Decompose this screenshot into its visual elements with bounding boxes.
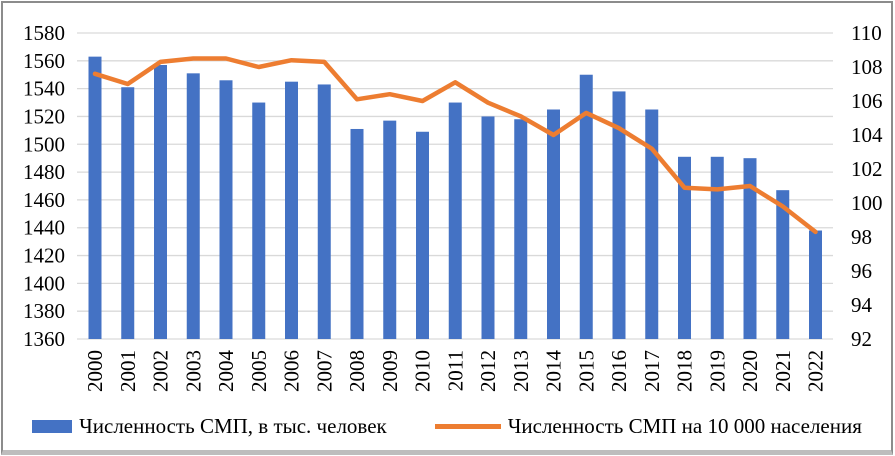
left-axis-tick-label: 1500 <box>23 132 65 156</box>
bar-2009 <box>383 120 397 339</box>
left-axis-tick-label: 1560 <box>23 49 65 73</box>
left-axis-tick-label: 1520 <box>23 104 65 128</box>
bar-2007 <box>317 84 331 339</box>
x-axis-label-2011: 2011 <box>443 350 467 391</box>
right-axis-tick-label: 106 <box>851 89 883 113</box>
x-axis-label-2002: 2002 <box>149 350 173 392</box>
right-axis-tick-label: 102 <box>851 157 883 181</box>
x-axis-label-2008: 2008 <box>345 350 369 392</box>
x-axis-label-2006: 2006 <box>280 350 304 392</box>
bar-series <box>88 56 822 340</box>
x-axis-label-2019: 2019 <box>705 350 729 392</box>
left-axis-tick-label: 1360 <box>23 327 65 351</box>
bar-2019 <box>710 156 724 339</box>
left-axis-tick-label: 1440 <box>23 216 65 240</box>
bar-2016 <box>612 91 626 339</box>
x-axis-labels: 2000 2001 2002 2003 2004 2005 2006 2007 2008 2009… <box>83 350 828 393</box>
left-axis-tick-label: 1480 <box>23 160 65 184</box>
bar-2002 <box>154 64 167 339</box>
left-axis-tick-label: 1420 <box>23 244 65 268</box>
bar-2014 <box>547 109 560 339</box>
bar-2013 <box>514 119 528 340</box>
bar-2017 <box>645 109 659 339</box>
x-axis-label-2017: 2017 <box>640 350 664 392</box>
right-axis-tick-label: 104 <box>851 123 883 147</box>
x-axis-label-2022: 2022 <box>804 350 828 392</box>
right-axis-tick-label: 100 <box>851 191 883 215</box>
right-axis-tick-label: 94 <box>851 293 873 317</box>
bar-series-swatch <box>32 419 73 433</box>
right-axis-tick-label: 108 <box>851 55 883 79</box>
x-axis-label-2016: 2016 <box>607 350 631 392</box>
x-axis-label-2003: 2003 <box>181 350 205 392</box>
left-axis-tick-label: 1540 <box>23 77 65 101</box>
bar-2000 <box>88 56 102 340</box>
bar-2011 <box>448 102 462 339</box>
bar-2021 <box>776 190 790 339</box>
legend-item-line: Численность СМП на 10 000 населения <box>434 413 862 439</box>
bar-2015 <box>579 74 593 340</box>
x-axis-label-2004: 2004 <box>214 350 238 393</box>
x-axis-label-2005: 2005 <box>247 350 271 392</box>
bar-2006 <box>285 81 298 339</box>
right-axis-labels: 110 108 106 104 102 100 98 96 94 92 <box>851 21 883 351</box>
line-series <box>92 56 818 235</box>
x-axis-label-2009: 2009 <box>378 350 402 392</box>
x-axis-label-2021: 2021 <box>771 350 795 392</box>
right-axis-tick-label: 92 <box>851 327 872 351</box>
bar-2003 <box>186 73 200 339</box>
chart-canvas: 1580 1560 1540 1520 1500 1480 1460 1440 1420 1400… <box>23 21 883 393</box>
x-axis-label-2001: 2001 <box>116 350 140 392</box>
bar-2022 <box>809 230 822 339</box>
x-axis-label-2007: 2007 <box>312 350 336 392</box>
bar-2010 <box>416 131 429 339</box>
right-axis-tick-label: 110 <box>851 21 882 45</box>
legend-label-bars: Численность СМП, в тыс. человек <box>79 413 387 438</box>
x-axis-label-2012: 2012 <box>476 350 500 392</box>
x-axis-label-2018: 2018 <box>673 350 697 392</box>
left-axis-labels: 1580 1560 1540 1520 1500 1480 1460 1440 1420 1400… <box>23 21 65 351</box>
x-axis-label-2020: 2020 <box>738 350 762 392</box>
bar-2001 <box>121 87 135 339</box>
x-axis-label-2010: 2010 <box>411 350 435 392</box>
bar-2004 <box>219 80 233 340</box>
legend-label-line: Численность СМП на 10 000 населения <box>507 413 862 438</box>
bar-2005 <box>252 102 266 339</box>
left-axis-tick-label: 1400 <box>23 271 65 295</box>
right-axis-tick-label: 96 <box>851 259 872 283</box>
line-series-swatch <box>434 423 501 429</box>
x-axis-label-2013: 2013 <box>509 350 533 392</box>
right-axis-tick-label: 98 <box>851 225 872 249</box>
x-axis-label-2000: 2000 <box>83 350 107 392</box>
left-axis-tick-label: 1460 <box>23 188 65 212</box>
bar-2018 <box>678 156 691 339</box>
left-axis-tick-label: 1580 <box>23 21 65 45</box>
x-axis-label-2014: 2014 <box>542 350 566 393</box>
chart-legend: Численность СМП, в тыс. человек Численно… <box>3 405 891 447</box>
bar-2020 <box>743 158 757 339</box>
x-axis-label-2015: 2015 <box>574 350 598 392</box>
left-axis-tick-label: 1380 <box>23 299 65 323</box>
bar-2008 <box>350 128 364 339</box>
legend-item-bars: Численность СМП, в тыс. человек <box>32 414 387 439</box>
bar-2012 <box>481 116 495 339</box>
